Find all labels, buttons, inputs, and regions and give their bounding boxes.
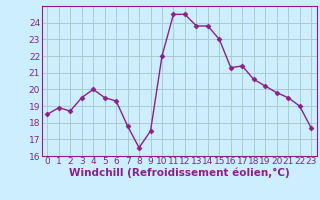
X-axis label: Windchill (Refroidissement éolien,°C): Windchill (Refroidissement éolien,°C): [69, 168, 290, 178]
